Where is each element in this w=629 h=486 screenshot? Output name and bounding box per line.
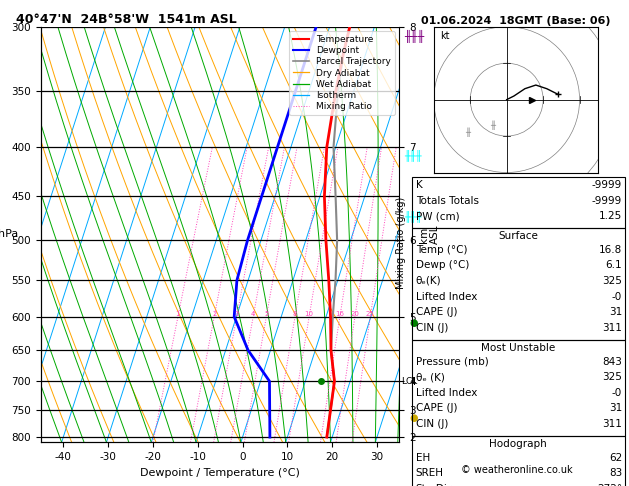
Text: 843: 843 [602,357,622,366]
Text: 1.25: 1.25 [599,211,622,222]
Text: θₑ (K): θₑ (K) [416,372,445,382]
Text: 25: 25 [366,311,375,317]
Text: 8: 8 [292,311,298,317]
Text: Totals Totals: Totals Totals [416,196,479,206]
Text: -9999: -9999 [592,180,622,191]
Text: LCL: LCL [401,377,417,386]
Text: 325: 325 [602,276,622,286]
Text: ●: ● [409,413,418,423]
Text: Pressure (mb): Pressure (mb) [416,357,489,366]
Text: 4: 4 [251,311,255,317]
Text: 6.1: 6.1 [606,260,622,270]
Text: 16.8: 16.8 [599,245,622,255]
Text: Mixing Ratio (g/kg): Mixing Ratio (g/kg) [396,197,406,289]
Text: ╫╫╫: ╫╫╫ [404,30,425,43]
Text: ╫╫╫: ╫╫╫ [404,150,422,161]
Text: 31: 31 [609,403,622,413]
Text: Surface: Surface [498,231,538,241]
Text: 20: 20 [350,311,359,317]
Text: 83: 83 [609,469,622,478]
Text: 16: 16 [335,311,345,317]
Text: 325: 325 [602,372,622,382]
Text: ╫╫╫: ╫╫╫ [404,210,422,222]
Text: CAPE (J): CAPE (J) [416,403,457,413]
Text: ●: ● [409,318,418,328]
Text: ╫: ╫ [465,128,470,137]
X-axis label: Dewpoint / Temperature (°C): Dewpoint / Temperature (°C) [140,468,300,478]
Text: hPa: hPa [0,229,19,240]
Text: CIN (J): CIN (J) [416,419,448,429]
Text: -9999: -9999 [592,196,622,206]
Text: 3: 3 [235,311,239,317]
Text: EH: EH [416,453,430,463]
Text: 40°47'N  24B°58'W  1541m ASL: 40°47'N 24B°58'W 1541m ASL [16,13,237,26]
Text: 5: 5 [264,311,269,317]
Text: -0: -0 [612,292,622,301]
Text: 2: 2 [212,311,216,317]
Text: 1: 1 [175,311,180,317]
Text: 272°: 272° [597,484,622,486]
Text: 10: 10 [304,311,314,317]
Text: PW (cm): PW (cm) [416,211,459,222]
Text: Lifted Index: Lifted Index [416,292,477,301]
Text: Lifted Index: Lifted Index [416,388,477,398]
Text: Hodograph: Hodograph [489,439,547,449]
Text: K: K [416,180,423,191]
Text: 311: 311 [602,323,622,332]
Text: 31: 31 [609,307,622,317]
Text: CIN (J): CIN (J) [416,323,448,332]
Text: -0: -0 [612,388,622,398]
Text: Dewp (°C): Dewp (°C) [416,260,469,270]
Legend: Temperature, Dewpoint, Parcel Trajectory, Dry Adiabat, Wet Adiabat, Isotherm, Mi: Temperature, Dewpoint, Parcel Trajectory… [289,31,395,115]
Text: © weatheronline.co.uk: © weatheronline.co.uk [461,465,573,475]
Text: ╫: ╫ [489,120,494,130]
Text: 62: 62 [609,453,622,463]
Text: Temp (°C): Temp (°C) [416,245,467,255]
Text: 01.06.2024  18GMT (Base: 06): 01.06.2024 18GMT (Base: 06) [421,16,611,26]
Text: StmDir: StmDir [416,484,452,486]
Y-axis label: km
ASL: km ASL [418,225,440,244]
Text: kt: kt [440,31,450,41]
Text: θₑ(K): θₑ(K) [416,276,442,286]
Text: CAPE (J): CAPE (J) [416,307,457,317]
Text: SREH: SREH [416,469,444,478]
Text: 311: 311 [602,419,622,429]
Text: Most Unstable: Most Unstable [481,343,555,353]
